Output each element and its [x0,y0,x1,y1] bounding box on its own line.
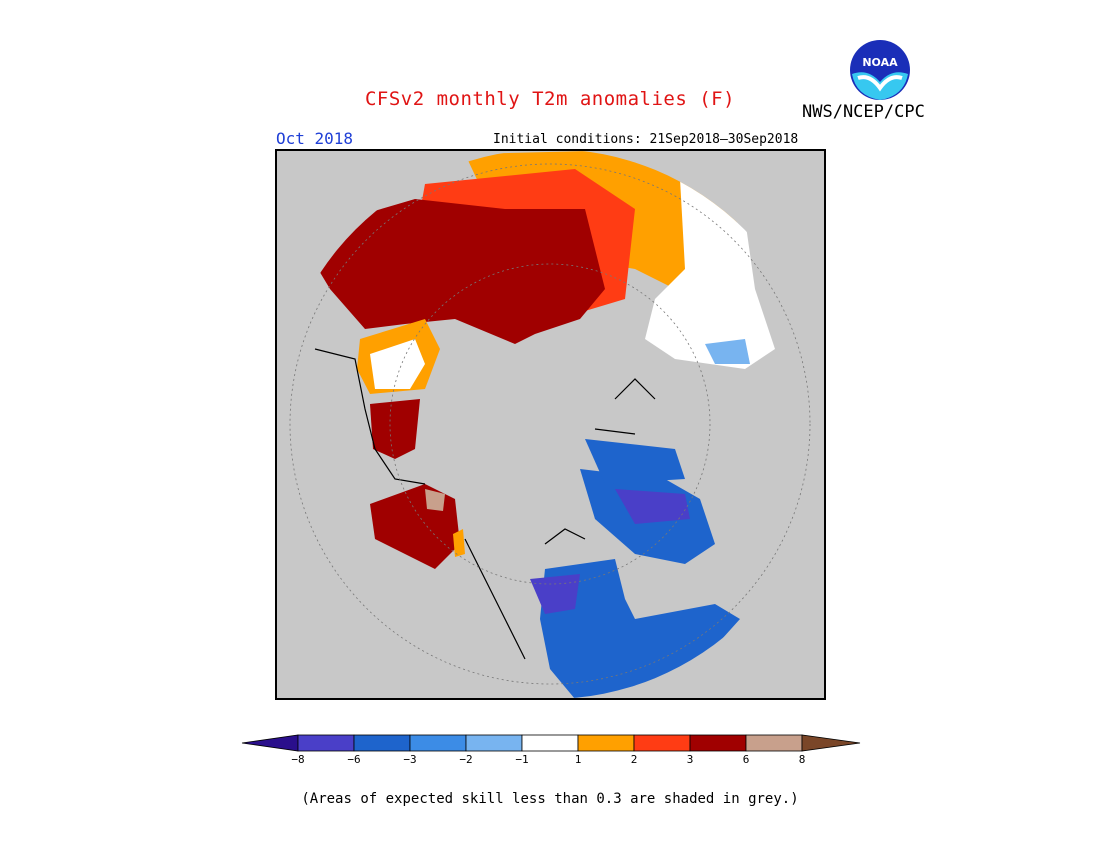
coastline-outline [314,348,656,660]
legend-tick-label: 2 [631,753,638,766]
noaa-logo-text: NOAA [862,56,898,69]
legend-box [745,734,803,752]
anomaly-region-darkred-europe [370,399,420,459]
color-legend: −8 −6 −3 −2 −1 1 2 3 6 8 [241,734,861,766]
legend-tick-label: −6 [347,753,360,766]
legend-box [689,734,747,752]
legend-box [409,734,467,752]
legend-color-boxes [241,734,861,752]
legend-tick-label: 1 [575,753,582,766]
anomaly-region-white-caspian [370,339,425,389]
legend-box [577,734,635,752]
legend-arrow-left [241,734,299,752]
initial-conditions: Initial conditions: 21Sep2018–30Sep2018 [493,132,799,147]
legend-tick-label: −8 [291,753,304,766]
forecast-month: Oct 2018 [276,129,354,148]
latitude-circle [389,263,711,585]
legend-box [297,734,355,752]
noaa-logo: NOAA [850,40,910,100]
map-frame [275,149,826,700]
legend-tick-label: 8 [799,753,806,766]
anomaly-region-rosybrown-alaska [425,489,445,511]
legend-tick-label: −2 [459,753,472,766]
legend-box [521,734,579,752]
legend-box [465,734,523,752]
anomaly-region-blue-arctic-islands [585,439,685,484]
map-title: CFSv2 monthly T2m anomalies (F) [364,88,736,110]
anomaly-region-darkred-siberia [315,199,605,344]
anomaly-region-purple-greenland [615,489,690,524]
organization-label: NWS/NCEP/CPC [802,102,925,122]
polar-anomaly-map [275,149,826,700]
legend-box [633,734,691,752]
legend-tick-label: −1 [515,753,528,766]
legend-tick-label: −3 [403,753,416,766]
anomaly-region-orange-alaska [453,529,465,557]
anomaly-region-purple-canada [530,574,580,614]
legend-tick-labels: −8 −6 −3 −2 −1 1 2 3 6 8 [291,753,805,766]
anomaly-region-lightblue-china [705,339,750,364]
skill-footnote: (Areas of expected skill less than 0.3 a… [301,791,799,807]
legend-arrow-right [801,734,861,752]
legend-tick-label: 6 [743,753,750,766]
legend-box [353,734,411,752]
latitude-circle [289,163,811,685]
legend-tick-label: 3 [687,753,694,766]
